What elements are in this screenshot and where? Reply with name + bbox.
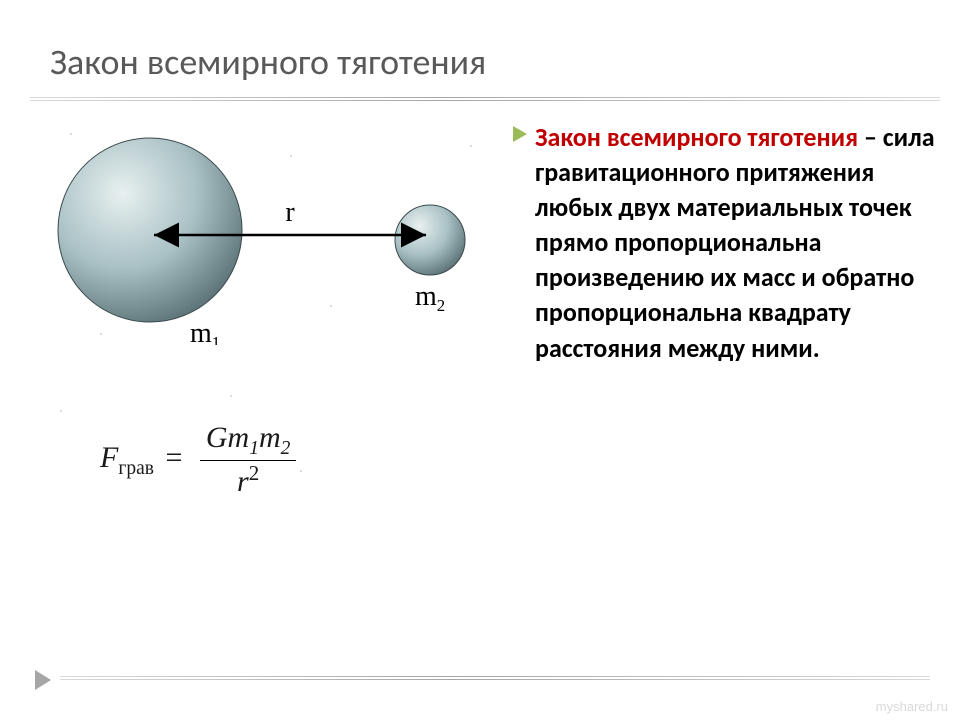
sphere-m2 bbox=[395, 205, 465, 275]
watermark: myshared.ru bbox=[876, 699, 948, 714]
slide-title: Закон всемирного тяготения bbox=[50, 40, 486, 84]
r-label: r bbox=[285, 197, 295, 228]
sphere-m1 bbox=[58, 138, 242, 322]
definition-term: Закон всемирного тяготения bbox=[535, 121, 858, 153]
formula-lhs: Fграв bbox=[100, 441, 161, 474]
formula-fraction: Gm1m2 r2 bbox=[200, 420, 297, 500]
definition-text: Закон всемирного тяготения – сила гравит… bbox=[535, 120, 935, 366]
title-underline bbox=[30, 95, 940, 103]
m1-label: m1 bbox=[190, 318, 220, 345]
definition-rest: – сила гравитационного притяжения любых … bbox=[535, 121, 935, 364]
formula: Fграв = Gm1m2 r2 bbox=[100, 420, 296, 500]
footer-underline bbox=[60, 674, 930, 682]
bullet-arrow-icon bbox=[513, 126, 527, 142]
gravity-diagram: r m1 m2 bbox=[30, 115, 520, 345]
footer-arrow-icon bbox=[35, 670, 51, 690]
m2-label: m2 bbox=[415, 281, 445, 315]
slide: Закон всемирного тяготения bbox=[0, 0, 960, 720]
